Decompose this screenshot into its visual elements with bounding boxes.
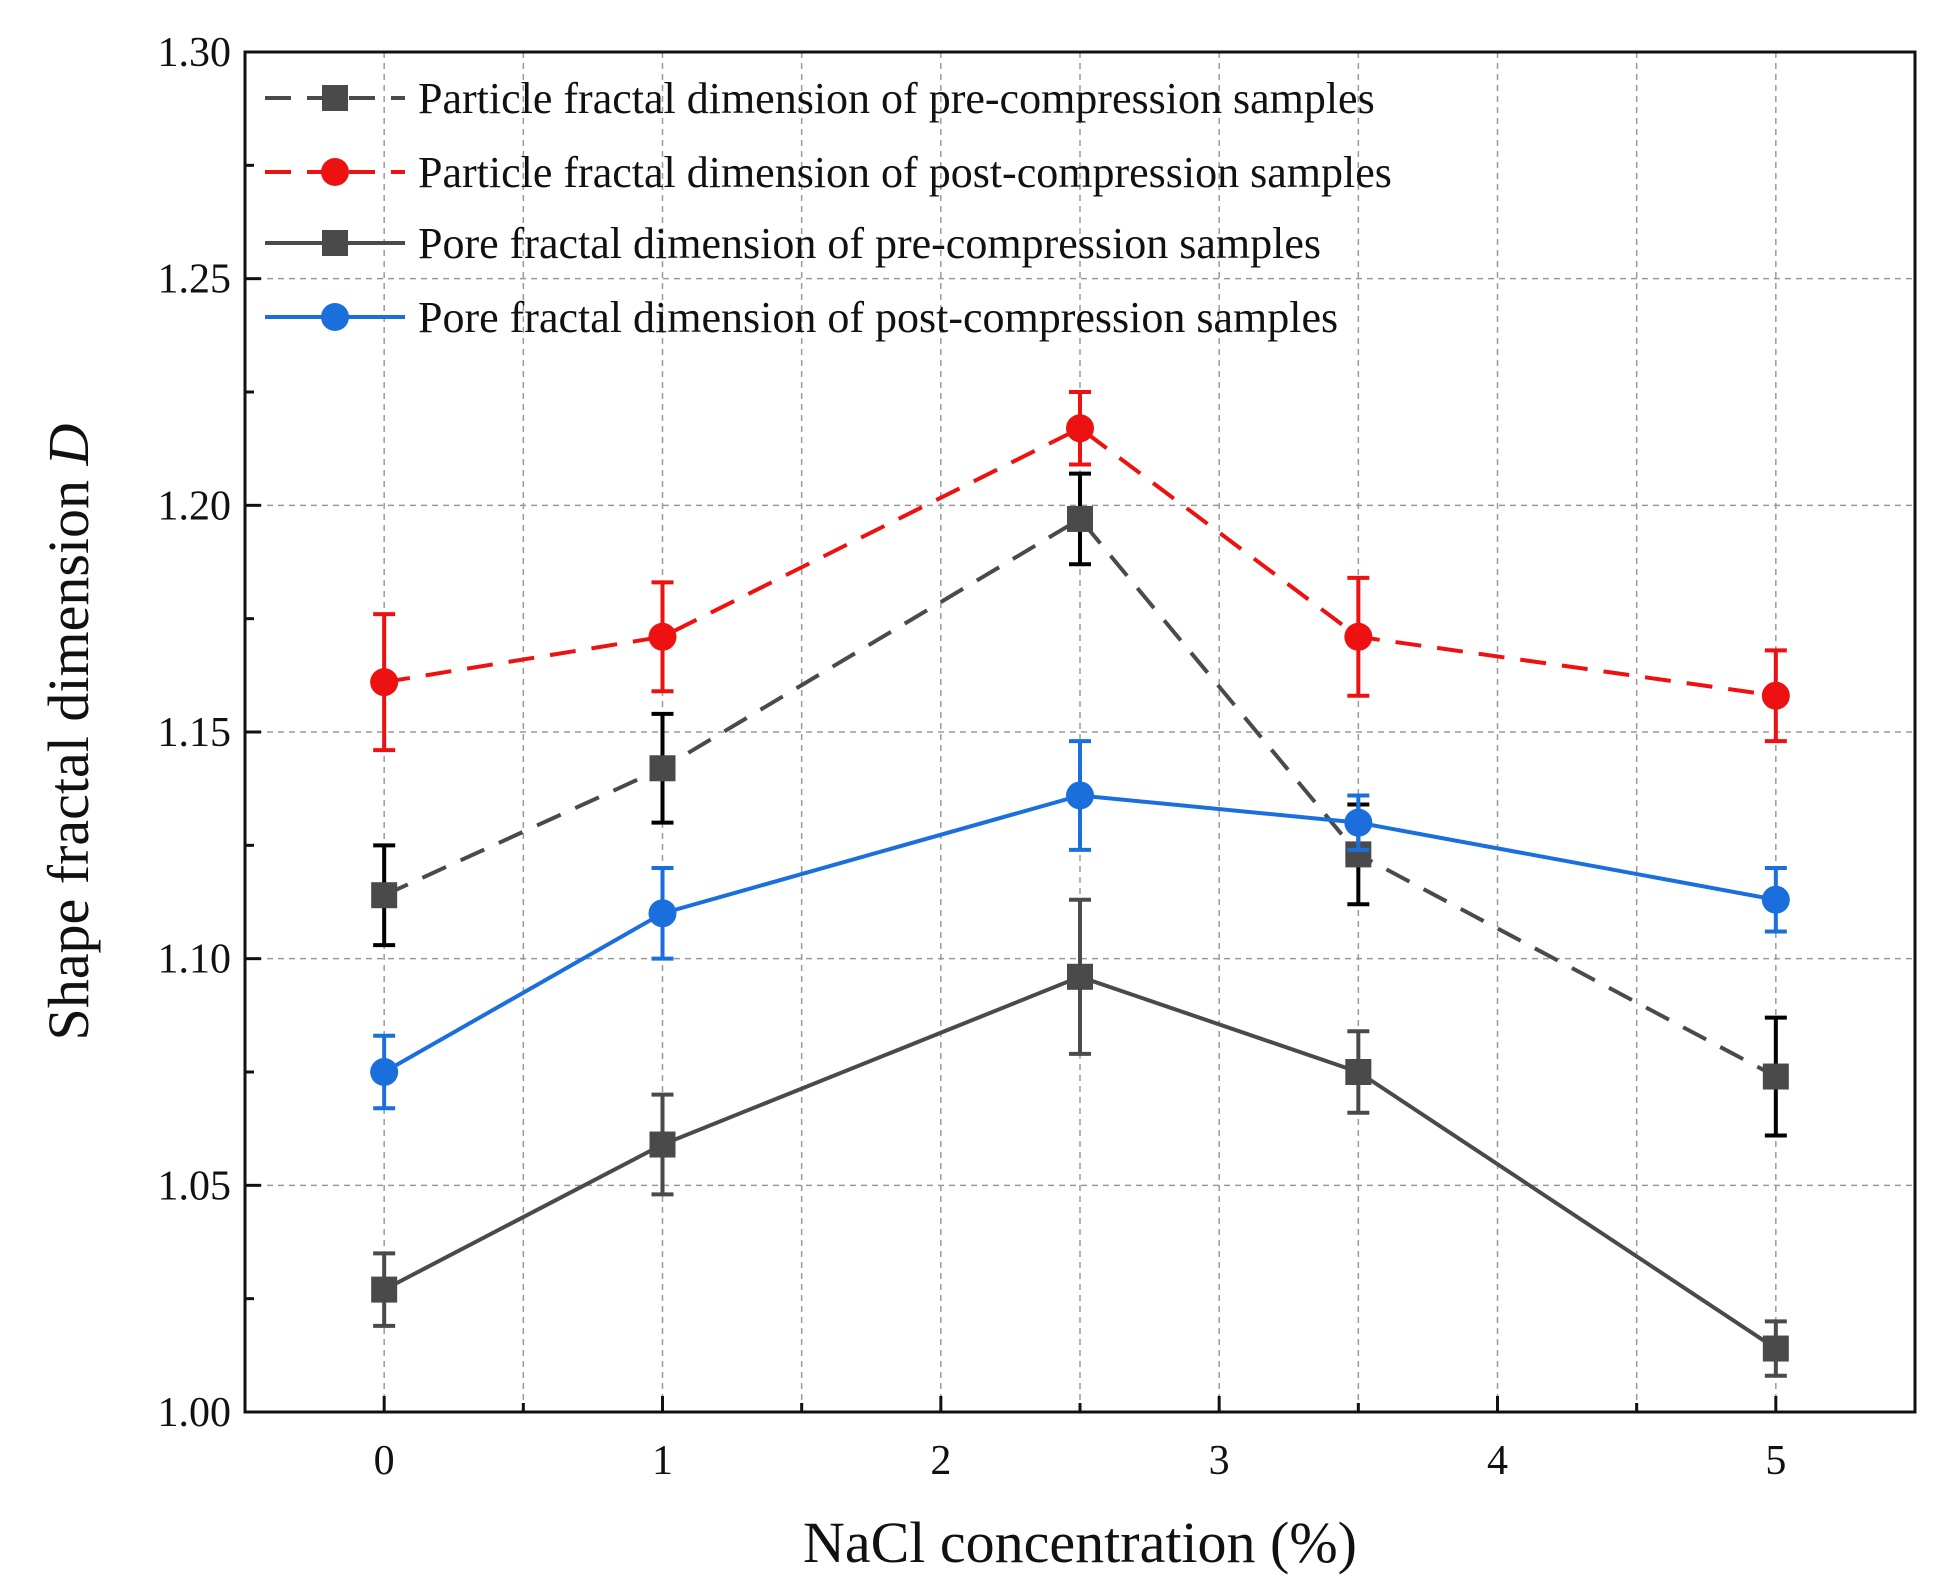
y-tick-label: 1.10 xyxy=(158,937,232,983)
y-axis-title: Shape fractal dimension D xyxy=(36,423,101,1040)
legend-item: Particle fractal dimension of post-compr… xyxy=(265,148,1392,197)
data-point xyxy=(371,882,398,909)
legend-label: Particle fractal dimension of pre-compre… xyxy=(418,74,1375,123)
legend-item: Pore fractal dimension of pre-compressio… xyxy=(265,219,1321,268)
data-point xyxy=(1067,505,1093,532)
y-tick-label: 1.15 xyxy=(158,710,232,756)
y-axis-title-text: Shape fractal dimension xyxy=(36,465,101,1040)
axis-ticks: 0 1 2 3 4 5 1.00 1.05 1.10 1.15 1.20 1.25 1.30 xyxy=(158,30,1787,1484)
x-tick-label: 0 xyxy=(374,1438,395,1484)
data-point xyxy=(370,1058,399,1086)
legend-marker xyxy=(322,230,348,256)
x-tick-label: 5 xyxy=(1765,1438,1786,1484)
series-1 xyxy=(371,471,1789,1138)
y-tick-label: 1.25 xyxy=(158,257,232,303)
series-4 xyxy=(370,739,1790,1111)
legend-item: Pore fractal dimension of post-compressi… xyxy=(265,293,1338,342)
data-point xyxy=(1344,622,1373,651)
data-point xyxy=(648,622,677,651)
series-line xyxy=(383,425,1777,698)
y-axis-title-variable: D xyxy=(36,423,101,466)
data-point xyxy=(1344,808,1373,837)
data-point xyxy=(1066,414,1094,443)
legend-marker xyxy=(322,85,348,111)
data-point xyxy=(1345,1059,1372,1085)
data-point xyxy=(648,899,677,928)
y-tick-label: 1.30 xyxy=(158,30,232,76)
legend-label: Particle fractal dimension of post-compr… xyxy=(418,148,1392,197)
legend-item: Particle fractal dimension of pre-compre… xyxy=(265,74,1375,123)
y-tick-label: 1.05 xyxy=(158,1163,232,1209)
data-point xyxy=(649,1131,676,1158)
x-axis-title: NaCl concentration (%) xyxy=(803,1510,1357,1575)
data-point xyxy=(1762,1335,1789,1362)
data-point xyxy=(1067,963,1093,990)
data-point xyxy=(1762,1063,1789,1090)
data-point xyxy=(1761,885,1790,914)
data-point xyxy=(1066,781,1094,810)
data-point xyxy=(649,755,676,782)
legend-label: Pore fractal dimension of post-compressi… xyxy=(418,293,1338,342)
series-3 xyxy=(371,897,1789,1378)
y-tick-label: 1.00 xyxy=(158,1390,232,1436)
x-tick-label: 4 xyxy=(1487,1438,1508,1484)
legend: Particle fractal dimension of pre-compre… xyxy=(265,74,1392,342)
x-tick-label: 1 xyxy=(652,1438,673,1484)
data-point xyxy=(371,1276,398,1303)
x-tick-label: 2 xyxy=(930,1438,951,1484)
data-point xyxy=(370,668,399,697)
series-layer xyxy=(370,390,1790,1378)
legend-marker xyxy=(321,158,349,186)
x-tick-label: 3 xyxy=(1209,1438,1230,1484)
legend-label: Pore fractal dimension of pre-compressio… xyxy=(418,219,1321,268)
data-point xyxy=(1761,681,1790,710)
y-tick-label: 1.20 xyxy=(158,483,232,529)
series-2 xyxy=(370,390,1790,753)
legend-marker xyxy=(321,303,349,331)
